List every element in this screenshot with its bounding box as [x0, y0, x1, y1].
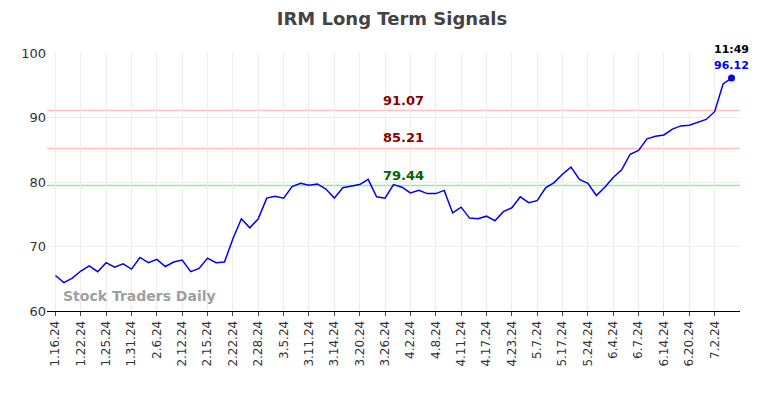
svg-text:5.17.24: 5.17.24 [555, 321, 569, 367]
svg-text:6.4.24: 6.4.24 [606, 321, 620, 359]
svg-text:4.11.24: 4.11.24 [454, 321, 468, 367]
svg-text:4.17.24: 4.17.24 [479, 321, 493, 367]
svg-text:3.5.24: 3.5.24 [277, 321, 291, 359]
svg-text:2.6.24: 2.6.24 [150, 321, 164, 359]
svg-text:91.07: 91.07 [383, 93, 424, 108]
svg-text:4.2.24: 4.2.24 [403, 321, 417, 359]
svg-text:1.22.24: 1.22.24 [74, 321, 88, 367]
svg-text:96.12: 96.12 [714, 59, 749, 72]
svg-text:11:49: 11:49 [714, 43, 749, 56]
svg-text:5.7.24: 5.7.24 [530, 321, 544, 359]
svg-text:2.12.24: 2.12.24 [175, 321, 189, 367]
svg-text:7.2.24: 7.2.24 [708, 321, 722, 359]
svg-text:85.21: 85.21 [383, 130, 424, 145]
svg-text:79.44: 79.44 [383, 168, 424, 183]
svg-text:2.22.24: 2.22.24 [226, 321, 240, 367]
svg-text:1.16.24: 1.16.24 [48, 321, 62, 367]
svg-text:5.24.24: 5.24.24 [581, 321, 595, 367]
svg-text:4.23.24: 4.23.24 [505, 321, 519, 367]
svg-text:3.26.24: 3.26.24 [378, 321, 392, 367]
svg-text:Stock Traders Daily: Stock Traders Daily [63, 288, 216, 304]
svg-text:2.28.24: 2.28.24 [251, 321, 265, 367]
svg-text:4.8.24: 4.8.24 [429, 321, 443, 359]
svg-text:90: 90 [29, 110, 46, 125]
svg-text:6.14.24: 6.14.24 [657, 321, 671, 367]
svg-text:3.14.24: 3.14.24 [327, 321, 341, 367]
svg-text:2.15.24: 2.15.24 [200, 321, 214, 367]
svg-text:1.25.24: 1.25.24 [99, 321, 113, 367]
svg-text:1.31.24: 1.31.24 [124, 321, 138, 367]
svg-text:70: 70 [29, 239, 46, 254]
svg-text:6.7.24: 6.7.24 [631, 321, 645, 359]
svg-text:80: 80 [29, 175, 46, 190]
svg-text:60: 60 [29, 304, 46, 319]
svg-text:3.11.24: 3.11.24 [302, 321, 316, 367]
svg-text:100: 100 [21, 46, 46, 61]
svg-text:3.20.24: 3.20.24 [353, 321, 367, 367]
svg-text:6.20.24: 6.20.24 [682, 321, 696, 367]
svg-text:IRM Long Term Signals: IRM Long Term Signals [277, 8, 507, 29]
